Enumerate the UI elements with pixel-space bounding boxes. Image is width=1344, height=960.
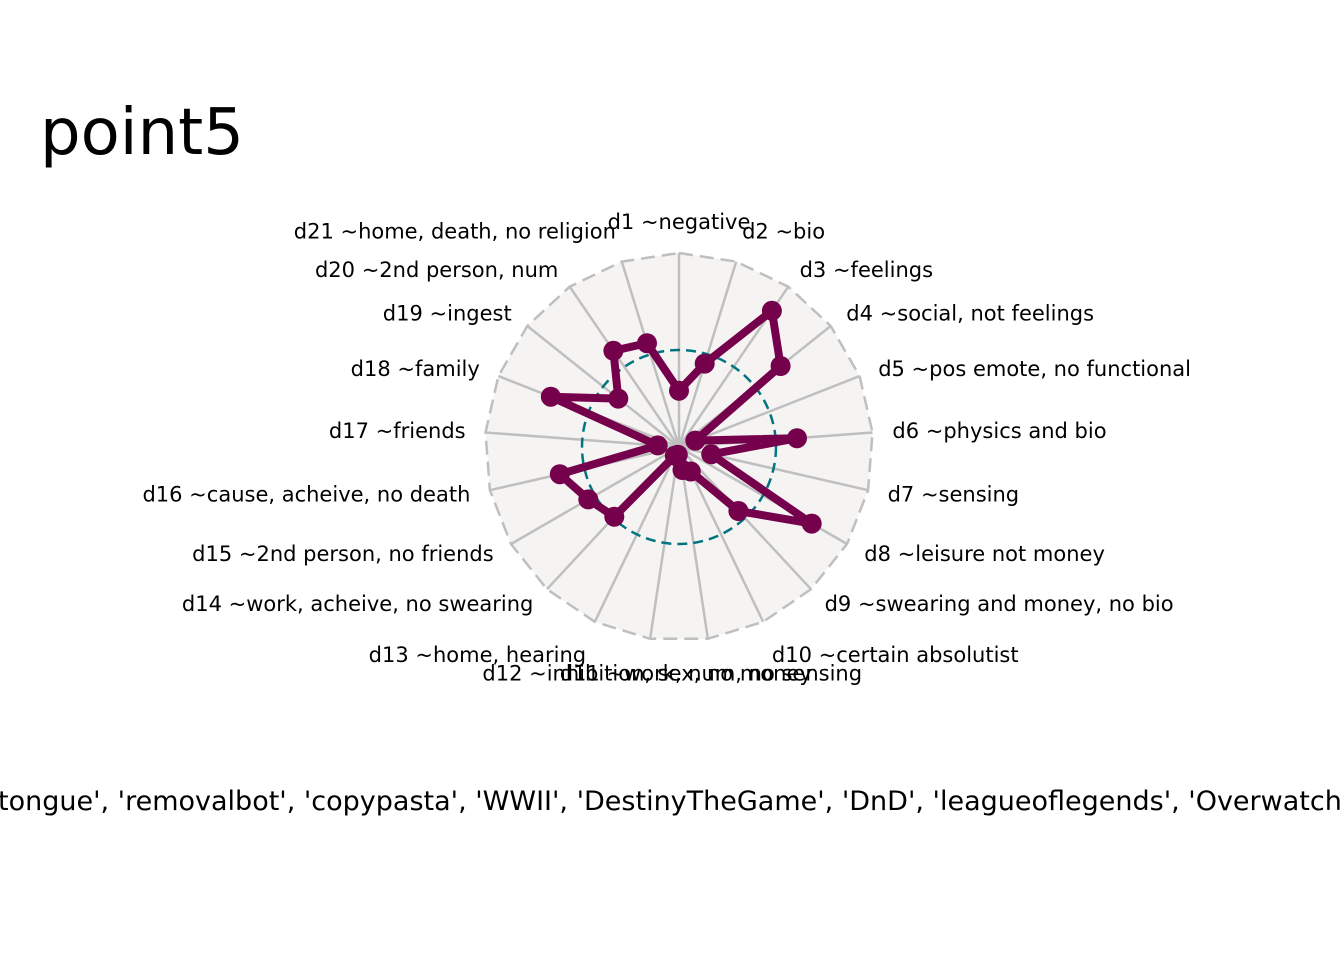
chart-title: point5 (40, 96, 244, 170)
axis-label: d4 ~social, not feelings (846, 302, 1094, 326)
data-point (664, 445, 685, 466)
axis-label: d16 ~cause, acheive, no death (142, 483, 470, 507)
axis-label: d6 ~physics and bio (892, 419, 1106, 443)
axis-label: d1 ~negative (608, 210, 751, 234)
axis-label: d9 ~swearing and money, no bio (825, 592, 1174, 616)
data-point (637, 333, 657, 354)
data-point (728, 501, 749, 521)
data-point (603, 340, 624, 361)
radar-outer-frame (484, 251, 874, 641)
chart-caption: tongue', 'removalbot', 'copypasta', 'WWI… (0, 786, 1344, 817)
data-point (647, 435, 668, 456)
axis-label: d10 ~certain absolutist (772, 643, 1019, 667)
axis-label: d3 ~feelings (800, 258, 933, 282)
axis-label: d13 ~home, hearing (369, 643, 586, 667)
data-point (608, 388, 629, 409)
data-point (801, 513, 822, 534)
axis-label: d12 ~inhibition, sex, no money (482, 662, 811, 686)
axis-label: d17 ~friends (329, 419, 466, 443)
axis-label: d11 ~work, num, no sensing (560, 662, 862, 686)
data-point (604, 506, 625, 527)
reference-ring (580, 348, 778, 546)
axis-label: d5 ~pos emote, no functional (878, 357, 1191, 381)
data-point (540, 386, 561, 407)
data-point (578, 489, 599, 510)
axis-label: d20 ~2nd person, num (315, 258, 558, 282)
axis-label: d15 ~2nd person, no friends (192, 542, 494, 566)
data-point (694, 353, 715, 374)
data-point (770, 356, 791, 376)
data-point (761, 300, 782, 321)
data-point (669, 380, 689, 401)
data-point (787, 428, 807, 449)
radar-spoke (568, 285, 681, 448)
axis-label: d7 ~sensing (888, 483, 1020, 507)
data-point (685, 430, 706, 451)
axis-label: d21 ~home, death, no religion (294, 220, 616, 244)
axis-label: d18 ~family (351, 357, 480, 381)
axis-label: d8 ~leisure not money (864, 542, 1105, 566)
axis-label: d14 ~work, acheive, no swearing (182, 592, 534, 616)
axis-label: d19 ~ingest (383, 302, 512, 326)
axis-label: d2 ~bio (742, 220, 825, 244)
data-point (549, 464, 570, 485)
data-point (701, 444, 722, 465)
radar-spoke (678, 374, 861, 449)
